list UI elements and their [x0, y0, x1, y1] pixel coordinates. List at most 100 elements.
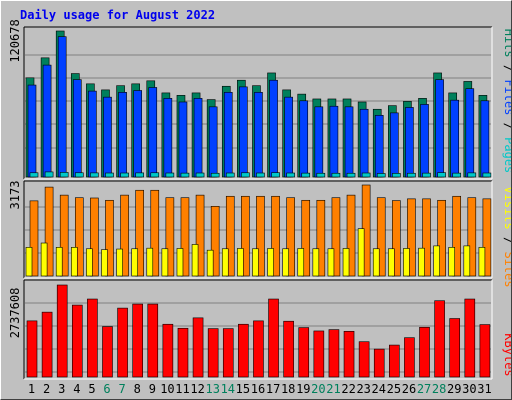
pages-bar-day-4 — [74, 172, 84, 178]
x-tick-day-5: 5 — [88, 382, 95, 396]
sites-bar-day-2 — [44, 186, 54, 277]
visits-bar-day-28 — [433, 245, 440, 277]
sites-bar-day-28 — [437, 199, 446, 277]
files-bar-day-1 — [27, 84, 37, 178]
visits-bar-day-17 — [267, 248, 274, 277]
sites-bar-day-25 — [392, 200, 401, 277]
x-tick-day-23: 23 — [356, 382, 370, 396]
x-tick-day-27: 27 — [417, 382, 431, 396]
pages-bar-day-23 — [361, 172, 371, 178]
kbytes-bar-day-17 — [268, 298, 279, 378]
files-bar-day-26 — [405, 107, 414, 178]
hits-legend-part-3: / — [502, 115, 511, 137]
visits-bar-day-8 — [131, 248, 138, 277]
pages-bar-day-17 — [271, 172, 280, 178]
chart-title: Daily usage for August 2022 — [20, 8, 216, 22]
pages-bar-day-5 — [90, 172, 99, 178]
visits-bar-day-14 — [221, 248, 229, 277]
kbytes-bar-day-16 — [253, 320, 264, 378]
files-bar-day-28 — [435, 79, 444, 178]
sites-legend: Visits / Sites — [502, 186, 511, 287]
files-bar-day-4 — [72, 79, 82, 178]
x-tick-day-6: 6 — [103, 382, 110, 396]
kbytes-bar-day-13 — [207, 328, 219, 378]
pages-bar-day-24 — [376, 173, 386, 178]
pages-bar-day-7 — [120, 172, 129, 178]
pages-bar-day-10 — [165, 172, 175, 178]
x-tick-day-15: 15 — [236, 382, 250, 396]
pages-bar-day-3 — [59, 172, 69, 178]
kbytes-bar-day-4 — [71, 304, 83, 378]
kbytes-bar-day-26 — [404, 337, 415, 378]
pages-bar-day-27 — [422, 172, 431, 178]
sites-bar-day-16 — [256, 195, 265, 277]
kbytes-bar-day-12 — [192, 317, 204, 378]
pages-bar-day-8 — [135, 172, 144, 178]
files-bar-day-20 — [314, 106, 324, 178]
pages-bar-day-25 — [392, 173, 401, 178]
visits-bar-day-6 — [101, 249, 108, 277]
visits-bar-day-1 — [25, 247, 33, 277]
visits-bar-day-4 — [70, 247, 78, 277]
files-bar-day-30 — [465, 88, 475, 178]
files-bar-day-6 — [103, 96, 112, 178]
visits-bar-day-26 — [403, 248, 410, 277]
kbytes-bar-day-7 — [117, 307, 128, 378]
files-bar-day-9 — [148, 87, 158, 178]
sites-legend-part-1: / — [502, 230, 511, 252]
x-tick-day-24: 24 — [372, 382, 386, 396]
pages-bar-day-15 — [241, 172, 250, 178]
x-tick-day-18: 18 — [281, 382, 295, 396]
visits-bar-day-29 — [448, 247, 456, 277]
visits-bar-day-12 — [191, 244, 199, 277]
visits-bar-day-7 — [116, 248, 123, 277]
files-bar-day-13 — [208, 106, 218, 178]
kbytes-bar-day-2 — [41, 311, 53, 378]
kbytes-bar-day-11 — [177, 327, 189, 378]
visits-bar-day-30 — [463, 245, 471, 277]
x-tick-day-28: 28 — [432, 382, 446, 396]
pages-bar-day-30 — [467, 172, 477, 178]
pages-bar-day-31 — [482, 172, 492, 178]
sites-bar-day-21 — [331, 197, 341, 277]
x-tick-day-11: 11 — [175, 382, 189, 396]
x-tick-day-16: 16 — [251, 382, 265, 396]
sites-bar-day-9 — [150, 189, 160, 277]
pages-bar-day-21 — [331, 172, 341, 178]
pages-bar-day-29 — [452, 172, 462, 178]
files-bar-day-14 — [223, 92, 233, 178]
files-bar-day-2 — [42, 64, 52, 178]
sites-bar-day-18 — [286, 197, 295, 277]
files-bar-day-5 — [88, 90, 97, 178]
visits-bar-day-16 — [252, 248, 259, 277]
hits-ymax-label: 120678 — [8, 19, 22, 62]
hits-legend-part-4: Pages — [502, 137, 511, 173]
x-tick-day-12: 12 — [190, 382, 204, 396]
sites-bar-day-11 — [180, 197, 190, 277]
x-tick-day-9: 9 — [149, 382, 156, 396]
x-tick-day-2: 2 — [43, 382, 50, 396]
pages-bar-day-13 — [210, 172, 220, 178]
hits-legend: Hits / Files / Pages — [502, 29, 511, 174]
files-bar-day-3 — [57, 36, 67, 178]
kbytes-bar-day-24 — [373, 348, 385, 378]
sites-bar-day-4 — [74, 197, 84, 277]
sites-bar-day-12 — [195, 194, 205, 277]
files-bar-day-16 — [254, 92, 263, 178]
files-bar-day-24 — [374, 114, 384, 178]
kbytes-bar-day-9 — [147, 303, 159, 378]
sites-bar-day-29 — [452, 195, 462, 277]
kbytes-bar-day-18 — [283, 320, 294, 378]
x-tick-day-3: 3 — [58, 382, 65, 396]
hits-legend-part-2: Files — [502, 79, 511, 115]
files-bar-day-10 — [163, 98, 173, 178]
sites-legend-part-0: Visits — [502, 186, 511, 229]
kbytes-bar-day-1 — [26, 320, 38, 378]
kbytes-bar-day-8 — [132, 303, 143, 378]
visits-bar-day-2 — [40, 242, 48, 277]
sites-bar-day-3 — [59, 194, 69, 277]
sites-bar-day-31 — [482, 198, 492, 277]
kbytes-bar-day-22 — [343, 330, 355, 378]
sites-bar-day-24 — [376, 197, 386, 277]
